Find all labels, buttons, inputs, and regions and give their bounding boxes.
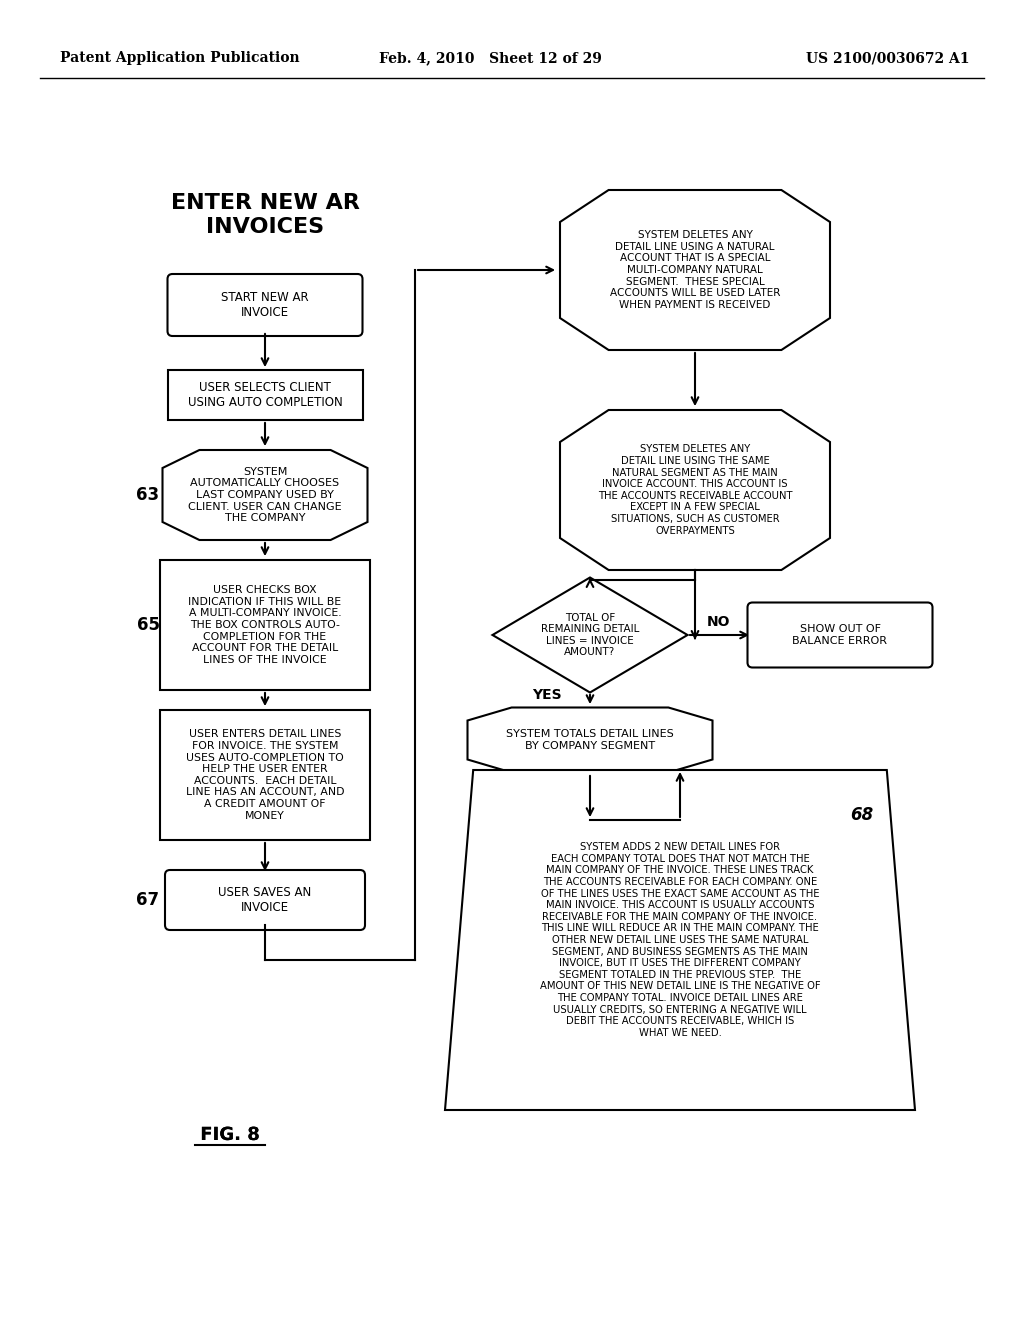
Bar [168,370,362,420]
Text: SYSTEM DELETES ANY
DETAIL LINE USING A NATURAL
ACCOUNT THAT IS A SPECIAL
MULTI-C: SYSTEM DELETES ANY DETAIL LINE USING A N… [610,230,780,310]
Text: USER SELECTS CLIENT
USING AUTO COMPLETION: USER SELECTS CLIENT USING AUTO COMPLETIO… [187,381,342,409]
Text: 67: 67 [136,891,160,909]
Text: 65: 65 [136,616,160,634]
Polygon shape [560,190,830,350]
Text: 63: 63 [136,486,160,504]
Text: ENTER NEW AR
INVOICES: ENTER NEW AR INVOICES [171,194,359,236]
Text: SYSTEM DELETES ANY
DETAIL LINE USING THE SAME
NATURAL SEGMENT AS THE MAIN
INVOIC: SYSTEM DELETES ANY DETAIL LINE USING THE… [598,445,793,536]
Text: USER ENTERS DETAIL LINES
FOR INVOICE. THE SYSTEM
USES AUTO-COMPLETION TO
HELP TH: USER ENTERS DETAIL LINES FOR INVOICE. TH… [185,730,344,821]
FancyBboxPatch shape [165,870,365,931]
Text: USER CHECKS BOX
INDICATION IF THIS WILL BE
A MULTI-COMPANY INVOICE.
THE BOX CONT: USER CHECKS BOX INDICATION IF THIS WILL … [188,585,342,665]
FancyBboxPatch shape [168,275,362,337]
Text: FIG. 8: FIG. 8 [201,1126,260,1144]
Text: USER SAVES AN
INVOICE: USER SAVES AN INVOICE [218,886,311,913]
Text: NO: NO [707,615,730,630]
Polygon shape [163,450,368,540]
Text: SHOW OUT OF
BALANCE ERROR: SHOW OUT OF BALANCE ERROR [793,624,888,645]
Polygon shape [468,708,713,772]
Polygon shape [493,578,687,693]
Text: SYSTEM ADDS 2 NEW DETAIL LINES FOR
EACH COMPANY TOTAL DOES THAT NOT MATCH THE
MA: SYSTEM ADDS 2 NEW DETAIL LINES FOR EACH … [540,842,820,1038]
Text: YES: YES [532,688,562,702]
Text: TOTAL OF
REMAINING DETAIL
LINES = INVOICE
AMOUNT?: TOTAL OF REMAINING DETAIL LINES = INVOIC… [541,612,639,657]
Text: START NEW AR
INVOICE: START NEW AR INVOICE [221,290,309,319]
Text: 68: 68 [850,807,873,824]
Text: US 2100/0030672 A1: US 2100/0030672 A1 [807,51,970,65]
Text: Patent Application Publication: Patent Application Publication [60,51,300,65]
Text: SYSTEM TOTALS DETAIL LINES
BY COMPANY SEGMENT: SYSTEM TOTALS DETAIL LINES BY COMPANY SE… [506,729,674,751]
Polygon shape [560,411,830,570]
Text: Feb. 4, 2010   Sheet 12 of 29: Feb. 4, 2010 Sheet 12 of 29 [379,51,601,65]
Polygon shape [445,770,915,1110]
Bar [160,710,370,840]
Bar [160,560,370,690]
Text: SYSTEM
AUTOMATICALLY CHOOSES
LAST COMPANY USED BY
CLIENT. USER CAN CHANGE
THE CO: SYSTEM AUTOMATICALLY CHOOSES LAST COMPAN… [188,467,342,523]
FancyBboxPatch shape [748,602,933,668]
